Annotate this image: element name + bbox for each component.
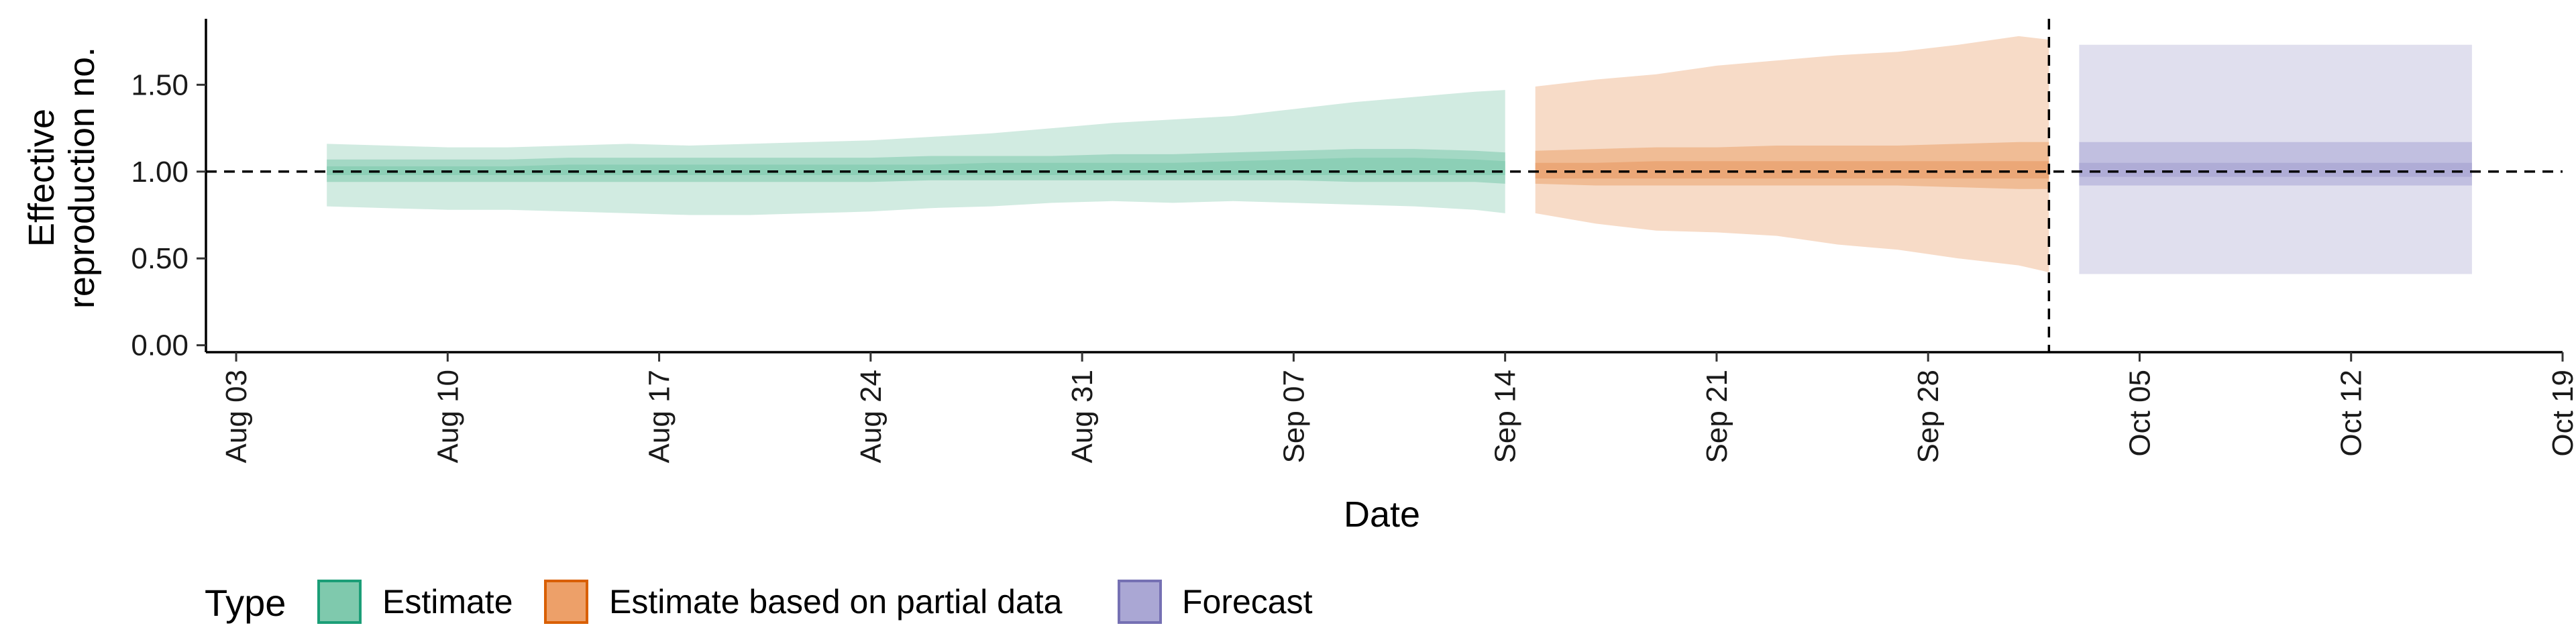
y-axis-title: Effective reproduction no. (21, 47, 102, 309)
x-tick-label: Sep 21 (1701, 370, 1733, 463)
y-tick-label: 1.50 (131, 68, 189, 101)
legend-title: Type (205, 582, 286, 624)
legend-label-forecast: Forecast (1182, 583, 1313, 621)
y-tick-label: 0.50 (131, 242, 189, 275)
y-axis-title-line-2: reproduction no. (62, 47, 102, 309)
x-tick-label: Sep 28 (1912, 370, 1945, 463)
x-tick-label: Sep 14 (1489, 370, 1522, 463)
x-axis-title: Date (1344, 494, 1420, 535)
x-tick-label: Aug 10 (431, 370, 464, 463)
x-tick-label: Oct 19 (2546, 370, 2576, 457)
y-tick-label: 0.00 (131, 329, 189, 362)
legend-label-partial-estimate: Estimate based on partial data (609, 583, 1063, 621)
x-tick-label: Oct 12 (2335, 370, 2368, 457)
estimate-outer-ribbon (327, 90, 1505, 215)
forecast-inner-ribbon (2079, 162, 2472, 177)
x-tick-label: Aug 17 (643, 370, 676, 463)
x-tick-label: Aug 03 (220, 370, 253, 463)
y-axis-title-line-1: Effective (21, 109, 62, 247)
axes: 0.00 0.50 1.00 1.50 Aug 03 Aug 10 Aug 17 Aug 24… (131, 19, 2576, 463)
ribbon-layer (327, 36, 2472, 274)
legend-key-forecast (1118, 580, 1162, 624)
legend-label-estimate: Estimate (382, 583, 513, 621)
x-tick-label: Sep 07 (1277, 370, 1310, 463)
legend-key-estimate (317, 580, 362, 624)
x-tick-label: Aug 31 (1066, 370, 1099, 463)
legend: Type Estimate Estimate based on partial … (205, 580, 1313, 624)
legend-key-partial-estimate (544, 580, 588, 624)
x-tick-label: Oct 05 (2124, 370, 2157, 457)
estimate-based-on-partial-data-inner-ribbon (1535, 161, 2049, 179)
reference-lines (206, 19, 2563, 352)
x-tick-label: Aug 24 (855, 370, 888, 463)
y-tick-label: 1.00 (131, 156, 189, 189)
